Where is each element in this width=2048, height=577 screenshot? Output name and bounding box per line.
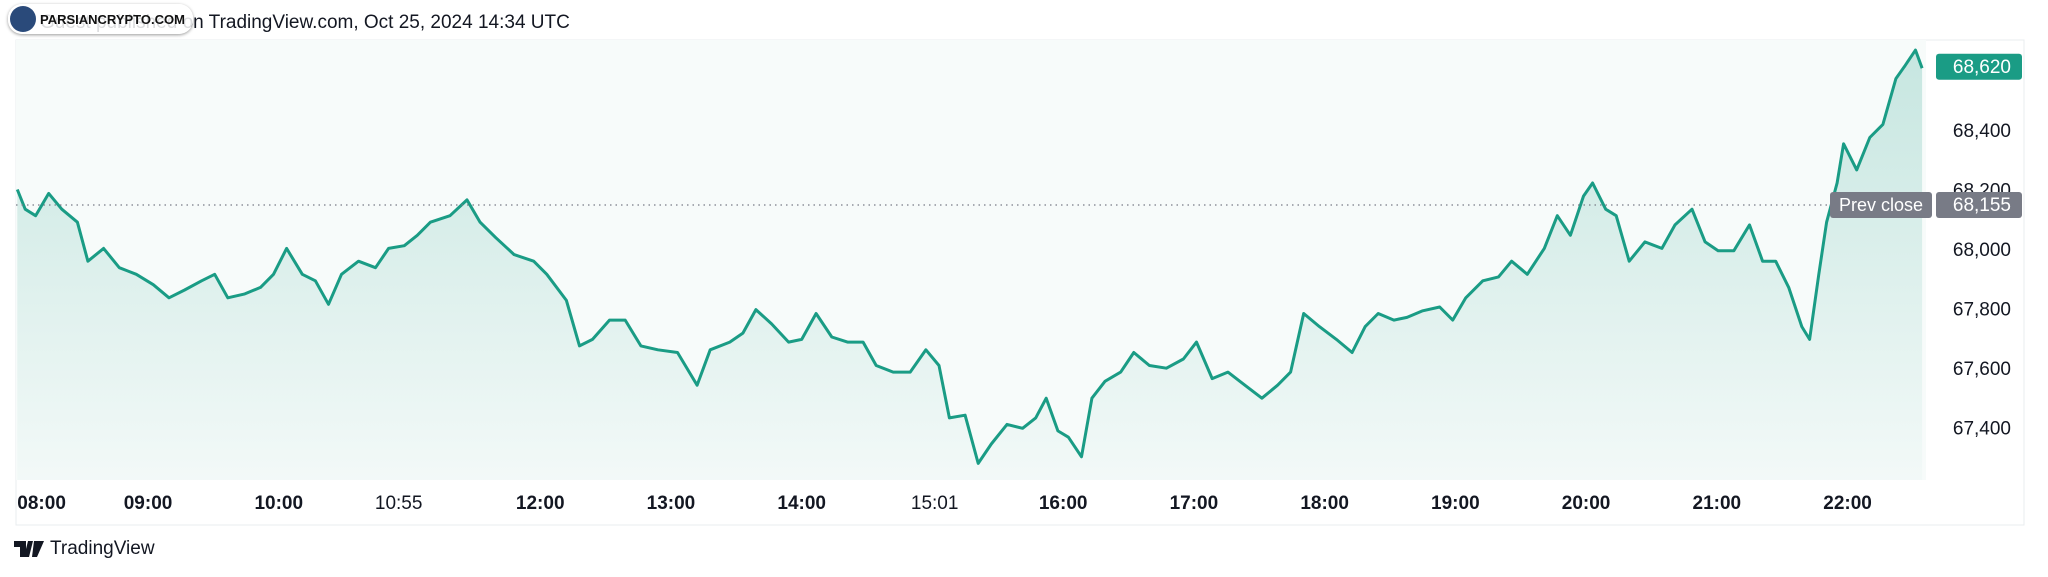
- last-price-tag: [1936, 53, 2022, 80]
- x-tick-label: 09:00: [124, 493, 173, 514]
- prev-close-label: Prev close: [1839, 195, 1923, 215]
- x-tick-label: 12:00: [516, 493, 565, 514]
- x-tick-label: 08:00: [17, 493, 66, 514]
- brand-name: TradingView: [50, 538, 155, 559]
- x-tick-label: 20:00: [1562, 493, 1611, 514]
- price-area: [17, 50, 1923, 480]
- x-tick-label: 14:00: [777, 493, 826, 514]
- watermark: PARSIANCRYPTO.COM: [8, 4, 193, 34]
- x-tick-label: 13:00: [647, 493, 696, 514]
- x-tick-label: 21:00: [1693, 493, 1742, 514]
- price-line: [15, 48, 1924, 465]
- x-tick-label: 10:00: [254, 493, 303, 514]
- y-tick-label: 67,600: [1953, 359, 2011, 380]
- prev-close-value: 68,155: [1953, 195, 2011, 216]
- watermark-text: PARSIANCRYPTO.COM: [40, 11, 185, 27]
- watermark-icon: [10, 6, 36, 32]
- x-tick-label: 17:00: [1170, 493, 1219, 514]
- brand-logo: [14, 541, 44, 557]
- x-tick-label: 10:55: [375, 493, 423, 514]
- x-tick-label: 19:00: [1431, 493, 1480, 514]
- y-tick-label: 68,400: [1953, 121, 2011, 142]
- prev-close-tag: [1830, 192, 1932, 218]
- y-tick-label: 68,000: [1953, 240, 2011, 261]
- y-tick-label: 67,400: [1953, 418, 2011, 439]
- x-tick-label: 15:01: [911, 493, 959, 514]
- x-tick-label: 18:00: [1300, 493, 1349, 514]
- last-price-label: 68,620: [1953, 57, 2011, 78]
- y-tick-label: 67,800: [1953, 300, 2011, 321]
- x-tick-label: 16:00: [1039, 493, 1088, 514]
- x-tick-label: 22:00: [1823, 493, 1872, 514]
- prev-close-value-tag: [1936, 192, 2022, 218]
- footer: TradingView: [14, 538, 155, 560]
